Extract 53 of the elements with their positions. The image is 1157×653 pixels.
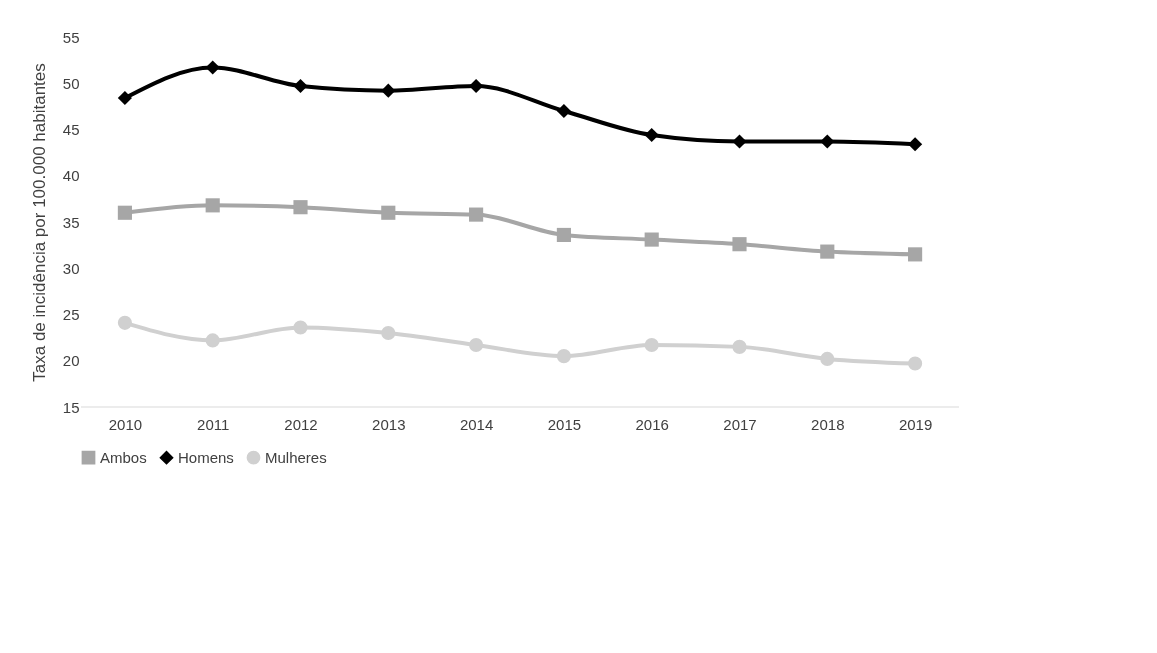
point	[205, 333, 220, 348]
point	[820, 244, 835, 259]
x-tick-label: 2016	[635, 415, 669, 433]
point	[556, 227, 571, 243]
point	[469, 78, 484, 94]
point	[381, 205, 396, 220]
point	[117, 315, 132, 330]
legend-label: Mulheres	[265, 448, 327, 466]
y-tick-label: 40	[62, 167, 80, 185]
point	[732, 237, 747, 252]
x-tick-label: 2017	[723, 415, 757, 433]
point	[293, 320, 308, 335]
point	[820, 351, 835, 366]
point	[820, 134, 835, 149]
y-tick-label: 55	[62, 28, 80, 46]
point	[293, 78, 308, 94]
point	[205, 60, 220, 75]
x-tick-label: 2010	[108, 415, 143, 433]
y-tick-label: 35	[62, 213, 80, 231]
x-tick-label: 2012	[284, 415, 318, 433]
point	[117, 205, 132, 220]
x-tick-label: 2013	[372, 415, 406, 433]
point	[556, 103, 571, 119]
y-tick-label: 15	[62, 398, 80, 416]
x-tick-label: 2018	[811, 415, 845, 433]
x-tick-label: 2014	[459, 415, 494, 433]
point	[205, 198, 220, 213]
point	[644, 337, 659, 353]
y-tick-label: 30	[62, 259, 80, 277]
legend-label: Ambos	[100, 448, 147, 466]
y-tick-label: 50	[62, 74, 80, 92]
point	[381, 325, 396, 341]
point	[908, 356, 923, 371]
point	[469, 207, 484, 222]
point	[732, 339, 747, 354]
point	[117, 90, 132, 106]
y-axis-title: Taxa de incidência por 100.000 habitantes	[29, 63, 49, 382]
point	[908, 247, 923, 262]
y-tick-label: 25	[62, 306, 80, 323]
point	[644, 232, 659, 247]
point	[293, 200, 308, 215]
x-tick-label: 2011	[197, 415, 230, 433]
y-tick-label: 45	[62, 121, 80, 138]
point	[732, 134, 747, 149]
point	[469, 337, 484, 353]
point	[908, 137, 923, 152]
x-tick-label: 2019	[898, 415, 933, 433]
point	[556, 349, 571, 364]
point	[381, 83, 396, 98]
point	[644, 127, 659, 143]
x-tick-label: 2015	[547, 415, 582, 433]
y-tick-label: 20	[62, 352, 80, 370]
legend-label: Homens	[178, 448, 234, 466]
